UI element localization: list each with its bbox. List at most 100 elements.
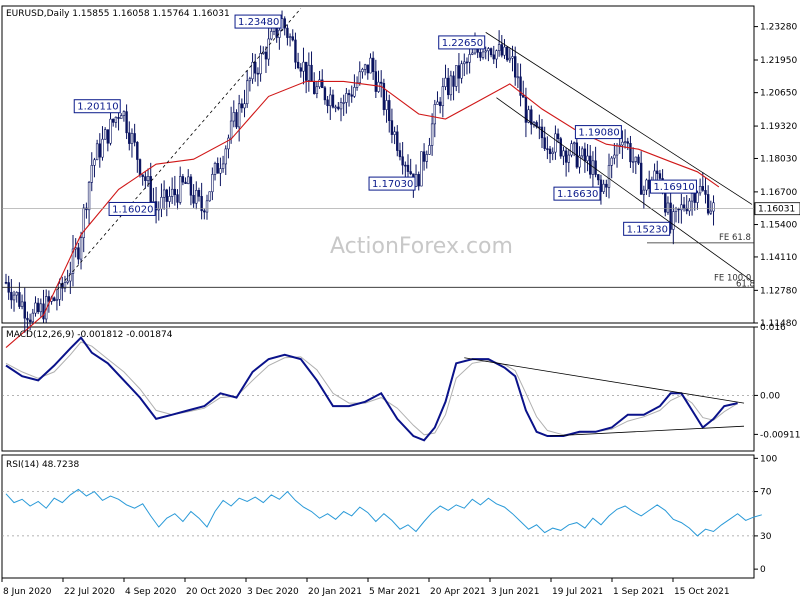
candle-body [321,79,324,89]
time-axis-label: 4 Sep 2020 [125,587,177,597]
watermark-text: ActionForex.com [330,234,513,259]
candle-body [505,46,509,61]
candle-body [669,202,672,230]
price-annotation-box [574,125,622,140]
candle-body [299,67,302,72]
candle-body [500,44,503,56]
candle-body [559,138,562,157]
candle-body [334,106,337,109]
candle-body [69,273,72,282]
candle-body [251,61,254,80]
candle-body [187,176,190,184]
candle-body [489,48,493,56]
candle-body [213,163,217,175]
candle-body [345,93,348,103]
candle-body [580,148,584,157]
candle-body [162,189,166,198]
candle-body [693,193,696,203]
candle-body [471,52,474,55]
price-annotation-label: 1.22650 [442,38,483,49]
candle-body [564,150,568,163]
candle-body [130,133,134,144]
candle-body [371,57,375,72]
channel-lower-line [496,97,753,282]
price-axis-label: 1.18030 [760,154,797,164]
candle-body [605,183,608,188]
candle-body [479,52,482,58]
candle-body [168,196,171,202]
candle-body [436,101,439,105]
candle-body [385,100,388,110]
price-axis-label: 1.20650 [760,89,797,99]
candle-body [208,191,211,202]
price-annotation-label: 1.19080 [578,128,619,139]
candle-body [270,31,273,40]
time-axis-label: 8 Jun 2020 [3,587,52,597]
price-axis-label: 1.15400 [760,221,797,231]
candle-body [101,138,104,158]
candle-body [637,156,640,164]
candle-body [626,141,629,144]
candle-body [235,112,238,128]
candle-body [4,282,8,284]
candle-body [53,297,56,301]
time-axis-label: 20 Jan 2021 [308,587,362,597]
candle-body [146,176,150,181]
candle-body [221,163,225,169]
macd-main-line [5,336,738,442]
price-axis-label: 1.21950 [760,56,797,66]
candle-body [176,194,179,203]
candle-body [87,182,91,211]
price-annotation-box [623,221,671,236]
candle-body [685,207,688,212]
candle-body [160,196,163,210]
time-axis-label: 15 Oct 2021 [674,587,730,597]
candle-body [664,191,667,213]
candle-body [318,79,321,88]
candle-body [77,247,80,260]
rising-trendline [56,8,302,291]
candle-body [519,76,522,96]
candle-body [125,111,128,134]
candle-body [645,179,648,191]
candle-body [310,64,313,82]
rsi-axis-label: 0 [760,565,766,575]
candle-body [254,61,257,74]
rsi-line [5,488,762,537]
candle-body [406,164,410,172]
candle-body [304,61,308,81]
candle-body [425,154,428,162]
candle-body [286,27,289,38]
rsi-axis-label: 30 [760,532,772,542]
candle-body [527,109,530,123]
candle-body [586,155,589,162]
candle-body [197,190,201,197]
candle-body [326,99,329,107]
candle-body [420,151,423,187]
candle-body [179,176,182,203]
candle-body [546,148,549,150]
candle-body [109,118,112,144]
candle-body [554,133,557,153]
candle-body [216,163,219,174]
candle-body [548,148,552,154]
price-annotation-box [438,35,486,50]
candle-body [484,50,487,53]
candle-body [358,71,361,84]
candle-body [66,280,69,283]
candle-body [283,18,286,29]
price-axis-label: 1.12780 [760,286,797,296]
candle-body [610,157,613,166]
candle-body [460,63,463,79]
candle-body [688,200,691,212]
candle-body [409,171,412,175]
moving-average-line [5,80,720,349]
candle-body [658,173,662,179]
candle-body [39,303,43,313]
price-annotation-label: 1.20110 [77,102,118,113]
candle-body [465,61,469,64]
candle-body [361,69,364,73]
price-annotation-label: 1.17030 [372,179,413,190]
candle-body [128,132,131,144]
candle-body [390,120,394,135]
